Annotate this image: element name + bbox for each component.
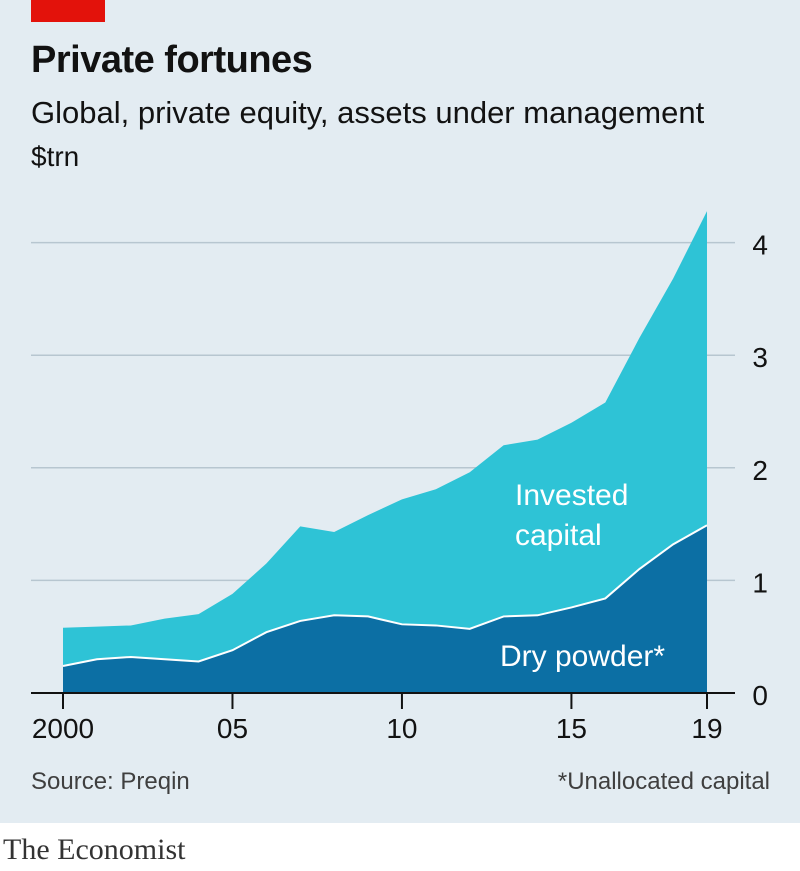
series-labels: Invested capital Dry powder*: [500, 479, 665, 673]
unit-label: $trn: [31, 141, 80, 172]
y-tick-label-1: 1: [752, 567, 768, 598]
invested-capital-label-line-2: capital: [515, 519, 602, 552]
invested-capital-label-line-1: Invested: [515, 479, 628, 512]
x-axis: 2000 05 10 15 19: [31, 692, 735, 744]
footnote: *Unallocated capital: [557, 768, 770, 795]
x-tick-label-2015: 15: [556, 713, 587, 744]
areas: [62, 211, 708, 693]
area-chart: 0 1 2 3 4 2000 05 10 15 19 Invested capital Dry po…: [31, 211, 768, 744]
x-tick-label-2000: 2000: [32, 713, 94, 744]
economist-logo: The Economist: [3, 833, 186, 866]
dry-powder-boundary-line: [62, 524, 708, 667]
invested-capital-area: [63, 211, 707, 666]
x-tick-label-2005: 05: [217, 713, 248, 744]
x-tick-label-2019: 19: [691, 713, 722, 744]
y-tick-label-2: 2: [752, 455, 768, 486]
y-tick-label-3: 3: [752, 342, 768, 373]
dry-powder-area: [63, 525, 707, 693]
y-tick-label-4: 4: [752, 230, 768, 261]
y-tick-label-0: 0: [752, 680, 768, 711]
brand-red-bar: [31, 0, 105, 22]
dry-powder-label: Dry powder*: [500, 640, 665, 673]
source-note: Source: Preqin: [31, 768, 190, 795]
x-tick-label-2010: 10: [386, 713, 417, 744]
chart-subtitle: Global, private equity, assets under man…: [31, 95, 705, 130]
y-axis-labels: 0 1 2 3 4: [752, 230, 768, 711]
chart-title: Private fortunes: [31, 39, 313, 81]
